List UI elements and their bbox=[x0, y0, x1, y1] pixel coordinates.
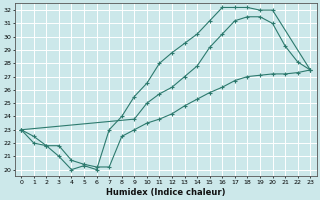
X-axis label: Humidex (Indice chaleur): Humidex (Indice chaleur) bbox=[106, 188, 226, 197]
